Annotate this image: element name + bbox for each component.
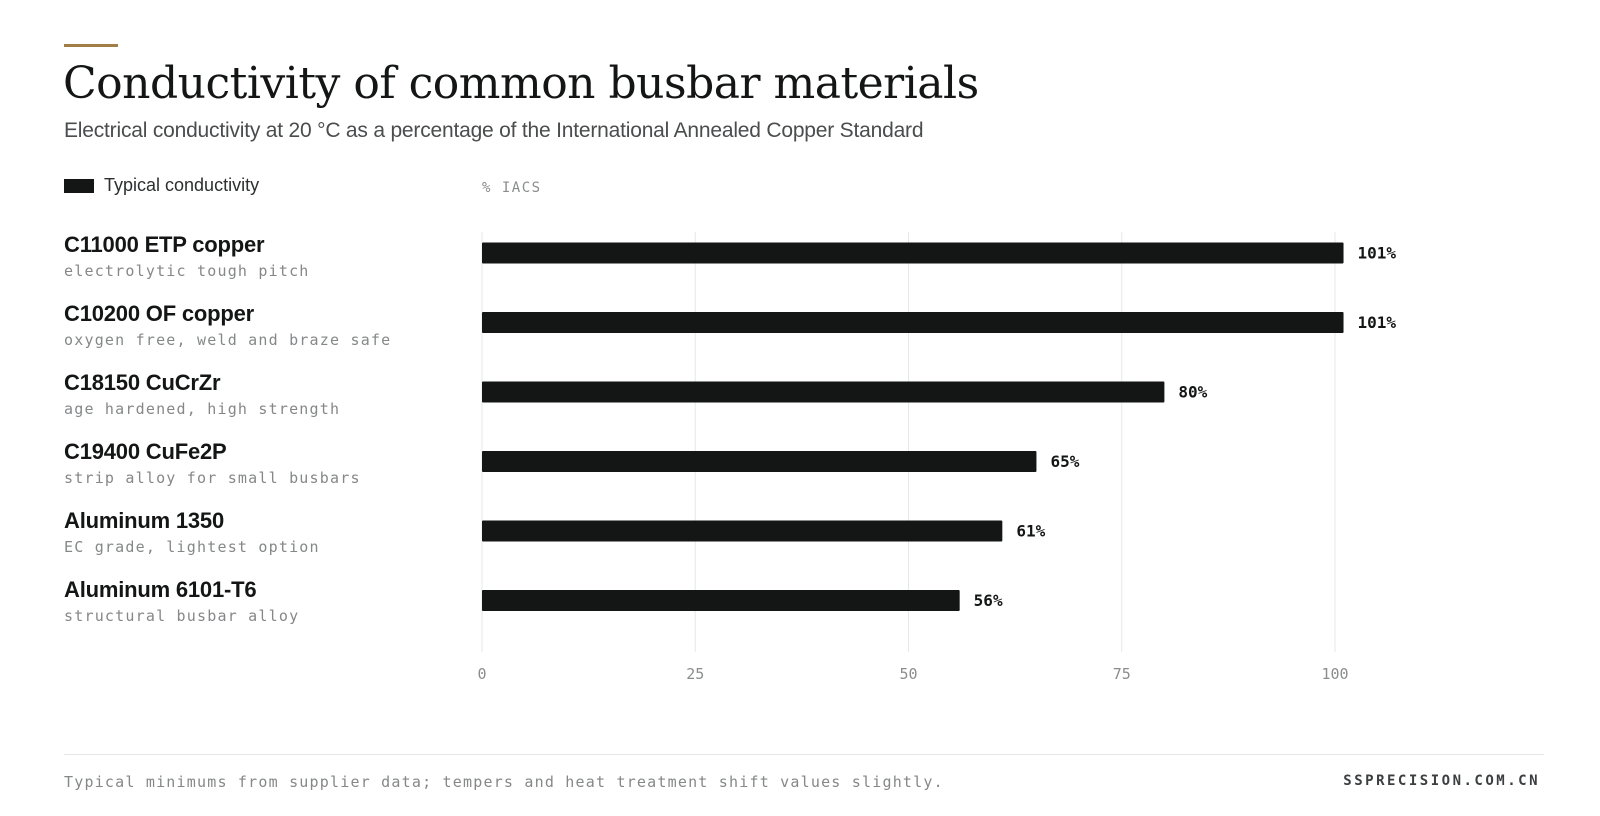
axis-unit-label: % IACS [482, 180, 542, 196]
material-name: C10200 OF copper [64, 301, 254, 326]
accent-rule [64, 44, 118, 47]
x-tick-label: 100 [1321, 665, 1348, 683]
footer-brand: SSPRECISION.COM.CN [1343, 773, 1540, 789]
material-description: structural busbar alloy [64, 607, 300, 625]
chart-title: Conductivity of common busbar materials [63, 58, 979, 109]
x-tick-label: 75 [1113, 665, 1131, 683]
x-tick-label: 0 [477, 665, 486, 683]
material-name: Aluminum 1350 [64, 508, 225, 533]
data-label: 101% [1358, 313, 1397, 332]
row-label-c10200: C10200 OF copper oxygen free, weld and b… [64, 301, 464, 349]
material-name: C18150 CuCrZr [64, 370, 221, 395]
legend-swatch [64, 178, 94, 193]
data-label: 101% [1358, 244, 1397, 263]
bar [482, 590, 960, 611]
footer-note: Typical minimums from supplier data; tem… [64, 773, 944, 791]
bar [482, 312, 1344, 333]
material-description: electrolytic tough pitch [64, 262, 310, 280]
material-description: oxygen free, weld and braze safe [64, 331, 392, 349]
x-tick-label: 50 [899, 665, 917, 683]
legend-label: Typical conductivity [104, 175, 260, 195]
material-description: age hardened, high strength [64, 400, 341, 418]
x-tick-label: 25 [686, 665, 704, 683]
data-label: 56% [974, 591, 1003, 610]
bar [482, 520, 1003, 542]
material-name: C11000 ETP copper [64, 232, 265, 257]
material-name: Aluminum 6101-T6 [64, 577, 257, 602]
data-label: 61% [1016, 522, 1045, 541]
row-label-c18150: C18150 CuCrZr age hardened, high strengt… [64, 370, 464, 418]
footer-divider [64, 754, 1544, 755]
material-description: EC grade, lightest option [64, 538, 320, 556]
chart-subtitle: Electrical conductivity at 20 °C as a pe… [64, 119, 924, 142]
material-description: strip alloy for small busbars [64, 469, 361, 487]
data-label: 80% [1178, 383, 1207, 402]
data-label: 65% [1050, 452, 1079, 471]
bar [482, 451, 1037, 472]
material-name: C19400 CuFe2P [64, 439, 227, 464]
row-label-aluminum-1350: Aluminum 1350 EC grade, lightest option [64, 508, 464, 556]
row-label-c19400: C19400 CuFe2P strip alloy for small busb… [64, 439, 464, 487]
bar [482, 381, 1165, 403]
row-label-aluminum-6101: Aluminum 6101-T6 structural busbar alloy [64, 577, 464, 625]
legend: Typical conductivity [64, 175, 259, 196]
bar [482, 242, 1344, 264]
row-label-c11000: C11000 ETP copper electrolytic tough pit… [64, 232, 464, 280]
